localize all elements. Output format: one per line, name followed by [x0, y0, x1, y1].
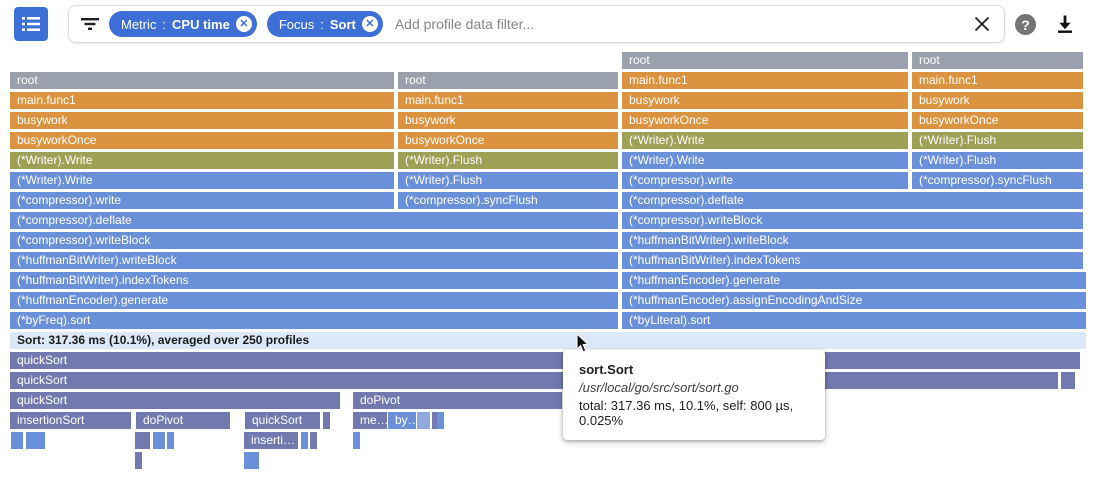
flame-fragment[interactable] — [252, 452, 259, 469]
flame-fragment[interactable] — [310, 432, 317, 449]
flame-frame-huffmanbitwriter-indextokens[interactable]: (*huffmanBitWriter).indexTokens — [10, 272, 618, 289]
flame-fragment[interactable] — [301, 432, 308, 449]
flame-frame-root[interactable]: root — [622, 52, 908, 69]
flame-frame-huffmanencoder-generate[interactable]: (*huffmanEncoder).generate — [622, 272, 1086, 289]
flame-fragment[interactable] — [417, 412, 430, 429]
filter-chip-focus[interactable]: Focus: Sort ✕ — [266, 11, 383, 37]
flame-frame-huffmanencoder-generate[interactable]: (*huffmanEncoder).generate — [10, 292, 618, 309]
flame-frame-huffmanencoder-assignencodingandsize[interactable]: (*huffmanEncoder).assignEncodingAndSize — [622, 292, 1086, 309]
flame-frame-quicksort[interactable]: quickSort — [10, 352, 1080, 369]
flame-frame-main-func1[interactable]: main.func1 — [398, 92, 618, 109]
flame-frame-writer-write[interactable]: (*Writer).Write — [622, 152, 908, 169]
flame-fragment[interactable] — [244, 452, 251, 469]
chip-label: Focus — [278, 16, 315, 32]
flame-frame-dopivot[interactable]: doPivot — [353, 392, 562, 409]
mouse-cursor — [576, 333, 590, 353]
flame-frame-huffmanbitwriter-writeblock[interactable]: (*huffmanBitWriter).writeBlock — [10, 252, 618, 269]
flame-frame-busyworkonce[interactable]: busyworkOnce — [622, 112, 908, 129]
flame-frame-compressor-write[interactable]: (*compressor).write — [10, 192, 394, 209]
chip-separator: : — [320, 16, 324, 32]
flame-frame-compressor-writeblock[interactable]: (*compressor).writeBlock — [622, 212, 1083, 229]
flame-frame-busyworkonce[interactable]: busyworkOnce — [912, 112, 1083, 129]
flame-frame-quicksort[interactable]: quickSort — [10, 372, 1058, 389]
flame-frame-writer-flush[interactable]: (*Writer).Flush — [398, 172, 618, 189]
flame-frame-writer-write[interactable]: (*Writer).Write — [10, 152, 394, 169]
chip-value: Sort — [329, 16, 356, 32]
flame-frame-root[interactable]: root — [398, 72, 618, 89]
flame-frame-insertionsort[interactable]: insertionSort — [10, 412, 131, 429]
flame-frame-main-func1[interactable]: main.func1 — [10, 92, 394, 109]
flame-frame-busywork[interactable]: busywork — [398, 112, 618, 129]
flame-frame-inserti[interactable]: inserti… — [244, 432, 298, 449]
close-icon[interactable]: ✕ — [361, 16, 378, 32]
flame-frame-dopivot[interactable]: doPivot — [136, 412, 230, 429]
flame-frame-compressor-writeblock[interactable]: (*compressor).writeBlock — [10, 232, 618, 249]
help-icon[interactable]: ? — [1015, 14, 1036, 35]
flame-fragment[interactable] — [167, 432, 174, 449]
flame-frame-writer-write[interactable]: (*Writer).Write — [622, 132, 908, 149]
tooltip-function-name: sort.Sort — [579, 362, 634, 377]
flame-fragment[interactable] — [1061, 372, 1075, 389]
flame-fragment[interactable] — [353, 432, 360, 449]
filter-input[interactable] — [392, 15, 964, 33]
frame-tooltip: sort.Sort /usr/local/go/src/sort/sort.go… — [563, 350, 825, 440]
flame-fragment[interactable] — [248, 452, 255, 469]
flame-frame-root[interactable]: root — [10, 72, 394, 89]
flame-fragment[interactable] — [135, 432, 150, 449]
flame-fragment[interactable] — [32, 432, 39, 449]
clear-filters-icon[interactable] — [974, 16, 990, 32]
flame-frame-writer-flush[interactable]: (*Writer).Flush — [912, 132, 1083, 149]
flame-options-button[interactable] — [14, 7, 48, 41]
flame-frame-me[interactable]: me… — [353, 412, 387, 429]
focus-header-row[interactable]: Sort: 317.36 ms (10.1%), averaged over 2… — [10, 332, 1086, 349]
list-icon — [22, 17, 40, 31]
flame-frame-busywork[interactable]: busywork — [10, 112, 394, 129]
chip-label: Metric — [121, 16, 157, 32]
flame-frame-main-func1[interactable]: main.func1 — [622, 72, 908, 89]
flame-fragment[interactable] — [153, 432, 165, 449]
flame-frame-compressor-deflate[interactable]: (*compressor).deflate — [10, 212, 618, 229]
filter-bar[interactable]: Metric: CPU time ✕ Focus: Sort ✕ — [68, 5, 1005, 43]
flame-frame-writer-flush[interactable]: (*Writer).Flush — [398, 152, 618, 169]
download-icon[interactable] — [1054, 13, 1076, 35]
flame-fragment[interactable] — [432, 412, 439, 429]
flame-fragment[interactable] — [323, 412, 330, 429]
flame-frame-root[interactable]: root — [912, 52, 1083, 69]
flame-fragment[interactable] — [135, 452, 142, 469]
flame-frame-by[interactable]: by… — [388, 412, 416, 429]
flame-frame-busywork[interactable]: busywork — [622, 92, 908, 109]
flame-fragment[interactable] — [11, 432, 23, 449]
filter-chip-metric[interactable]: Metric: CPU time ✕ — [109, 11, 257, 37]
flame-fragment[interactable] — [437, 412, 444, 429]
flame-frame-byliteral-sort[interactable]: (*byLiteral).sort — [622, 312, 1086, 329]
flame-frame-busyworkonce[interactable]: busyworkOnce — [398, 132, 618, 149]
filter-list-icon — [81, 18, 99, 30]
flame-frame-writer-flush[interactable]: (*Writer).Flush — [912, 152, 1083, 169]
toolbar: Metric: CPU time ✕ Focus: Sort ✕ ? — [0, 0, 1096, 50]
chip-separator: : — [162, 16, 167, 32]
flame-frame-busywork[interactable]: busywork — [912, 92, 1083, 109]
flame-frame-huffmanbitwriter-writeblock[interactable]: (*huffmanBitWriter).writeBlock — [622, 232, 1083, 249]
flame-frame-quicksort[interactable]: quickSort — [10, 392, 340, 409]
flame-fragment[interactable] — [38, 432, 45, 449]
chip-value: CPU time — [172, 16, 230, 32]
flame-frame-compressor-syncflush[interactable]: (*compressor).syncFlush — [912, 172, 1083, 189]
tooltip-source-path: /usr/local/go/src/sort/sort.go — [579, 380, 739, 395]
flame-frame-huffmanbitwriter-indextokens[interactable]: (*huffmanBitWriter).indexTokens — [622, 252, 1083, 269]
flame-frame-busyworkonce[interactable]: busyworkOnce — [10, 132, 394, 149]
flame-frame-compressor-deflate[interactable]: (*compressor).deflate — [622, 192, 1083, 209]
flame-fragment[interactable] — [26, 432, 33, 449]
flame-frame-byfreq-sort[interactable]: (*byFreq).sort — [10, 312, 618, 329]
flame-frame-compressor-write[interactable]: (*compressor).write — [622, 172, 908, 189]
flame-frame-compressor-syncflush[interactable]: (*compressor).syncFlush — [398, 192, 618, 209]
close-icon[interactable]: ✕ — [235, 16, 252, 32]
flame-frame-quicksort[interactable]: quickSort — [245, 412, 320, 429]
flame-frame-writer-write[interactable]: (*Writer).Write — [10, 172, 394, 189]
flame-frame-main-func1[interactable]: main.func1 — [912, 72, 1083, 89]
tooltip-stats: total: 317.36 ms, 10.1%, self: 800 µs, 0… — [579, 398, 794, 428]
